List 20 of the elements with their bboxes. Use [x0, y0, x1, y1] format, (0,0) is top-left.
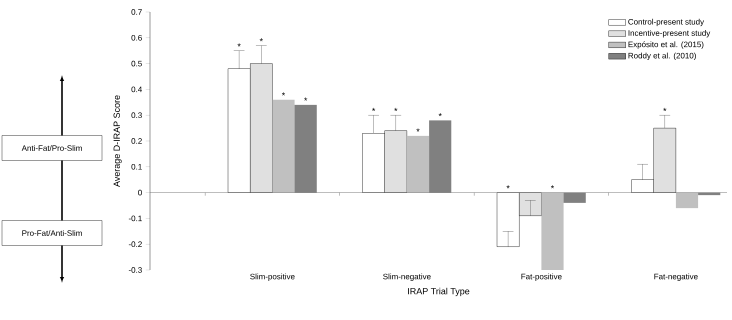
bar: [406, 136, 430, 193]
bar: [429, 120, 452, 193]
bar: [541, 192, 564, 270]
data-label: *: [282, 92, 286, 96]
data-label: *: [550, 185, 554, 188]
data-label: *: [506, 185, 510, 188]
bar: [272, 100, 295, 193]
x-axis-title: IRAP Trial Type: [408, 288, 470, 296]
data-label: *: [238, 43, 241, 46]
data-label: *: [372, 108, 376, 111]
bar: [294, 104, 317, 193]
data-label: *: [394, 108, 398, 111]
data-label: *: [438, 112, 442, 116]
data-label: *: [260, 38, 263, 42]
bar: [676, 192, 698, 208]
y-axis-title: Average D-IRAP Score: [114, 95, 122, 187]
data-label: *: [416, 128, 420, 132]
bar: [564, 192, 586, 203]
data-label: *: [304, 98, 308, 101]
data-label: *: [663, 108, 666, 111]
